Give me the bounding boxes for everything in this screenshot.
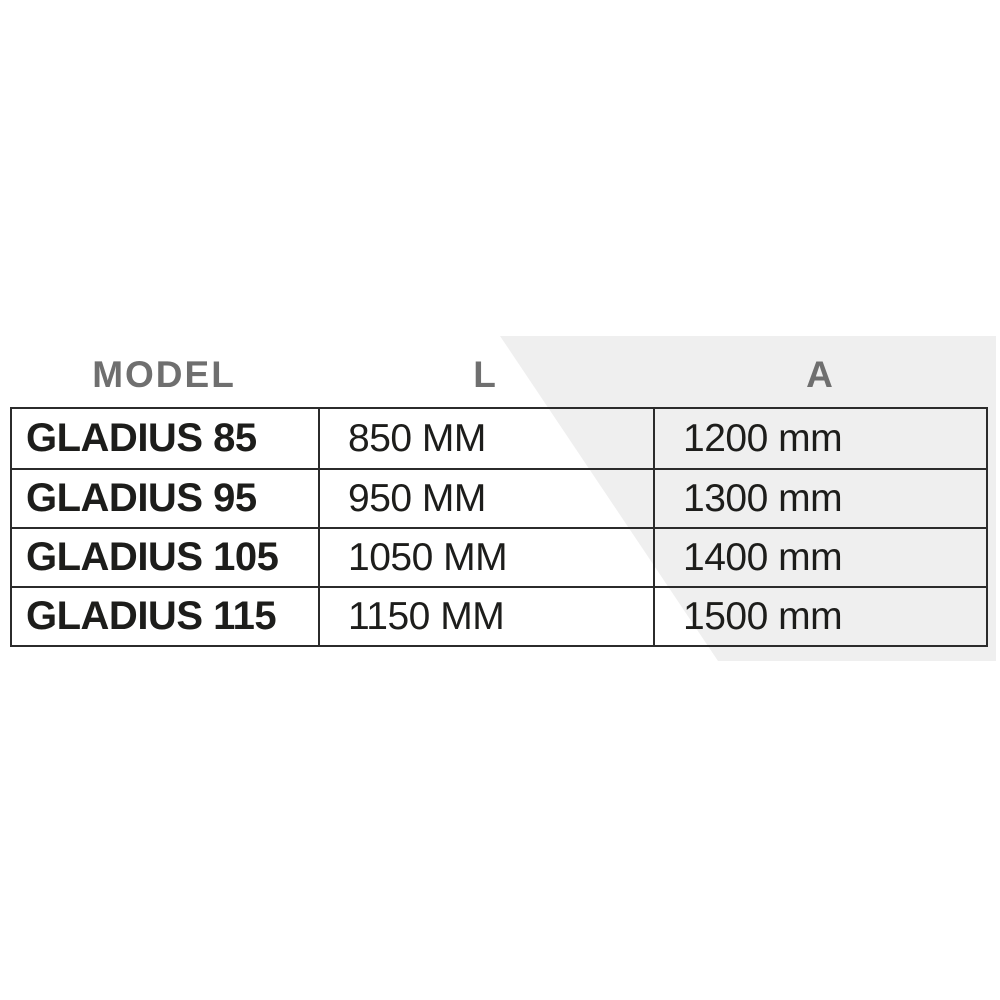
column-header-a: A <box>806 354 835 395</box>
dimension-a-cell: 1300 mm <box>653 470 986 527</box>
column-header-l: L <box>473 354 498 395</box>
column-header-model: MODEL <box>92 354 236 395</box>
dimension-a-cell: 1200 mm <box>653 409 986 468</box>
length-l-cell: 1050 MM <box>318 529 653 586</box>
dimension-a-cell: 1500 mm <box>653 588 986 645</box>
table-header-row: MODEL L A <box>10 345 988 405</box>
table-row: GLADIUS 115 1150 MM 1500 mm <box>12 586 986 645</box>
length-l-cell: 1150 MM <box>318 588 653 645</box>
spec-table: GLADIUS 85 850 MM 1200 mm GLADIUS 95 950… <box>10 407 988 647</box>
model-cell: GLADIUS 115 <box>26 594 277 638</box>
dimension-a-cell: 1400 mm <box>653 529 986 586</box>
model-cell: GLADIUS 95 <box>26 476 257 520</box>
length-l-cell: 850 MM <box>318 409 653 468</box>
model-cell: GLADIUS 105 <box>26 535 279 579</box>
table-row: GLADIUS 105 1050 MM 1400 mm <box>12 527 986 586</box>
model-cell: GLADIUS 85 <box>26 416 257 460</box>
table-row: GLADIUS 85 850 MM 1200 mm <box>12 409 986 468</box>
length-l-cell: 950 MM <box>318 470 653 527</box>
table-row: GLADIUS 95 950 MM 1300 mm <box>12 468 986 527</box>
